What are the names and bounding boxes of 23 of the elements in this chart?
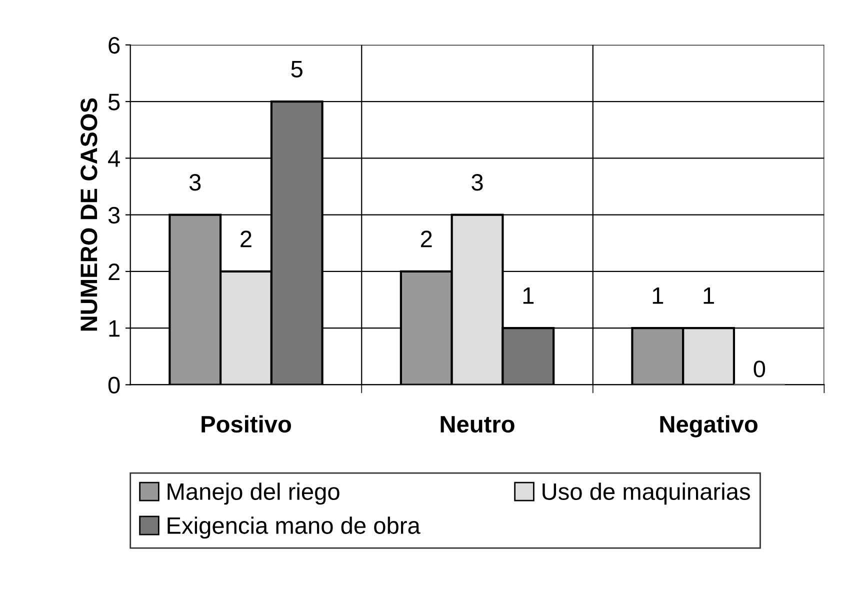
data-label: 5 <box>291 60 302 78</box>
x-tick-label: Positivo <box>202 415 291 433</box>
y-tick-label: 0 <box>108 376 120 394</box>
data-label: 3 <box>189 174 201 191</box>
y-tick-label: 2 <box>108 264 120 280</box>
data-label: 1 <box>523 288 534 304</box>
y-tick-label: 6 <box>108 36 120 54</box>
data-label: 0 <box>754 360 766 378</box>
data-label: 2 <box>240 230 252 248</box>
y-tick-label: 5 <box>108 94 120 110</box>
data-label: 2 <box>421 230 432 248</box>
y-tick-label: 3 <box>108 206 120 224</box>
legend-label: Exigencia mano de obra <box>168 516 420 539</box>
y-tick-label: 4 <box>108 150 120 167</box>
x-tick-label: Negativo <box>660 415 758 438</box>
y-axis-title: NUMERO DE CASOS <box>80 98 98 331</box>
y-tick-label: 1 <box>109 320 120 337</box>
data-label: 3 <box>472 174 483 191</box>
data-label: 1 <box>704 288 714 304</box>
data-label: 1 <box>652 288 664 304</box>
legend-label: Uso de maquinarias <box>542 482 750 505</box>
legend-label: Manejo del riego <box>168 482 340 505</box>
x-tick-label: Neutro <box>440 416 514 433</box>
